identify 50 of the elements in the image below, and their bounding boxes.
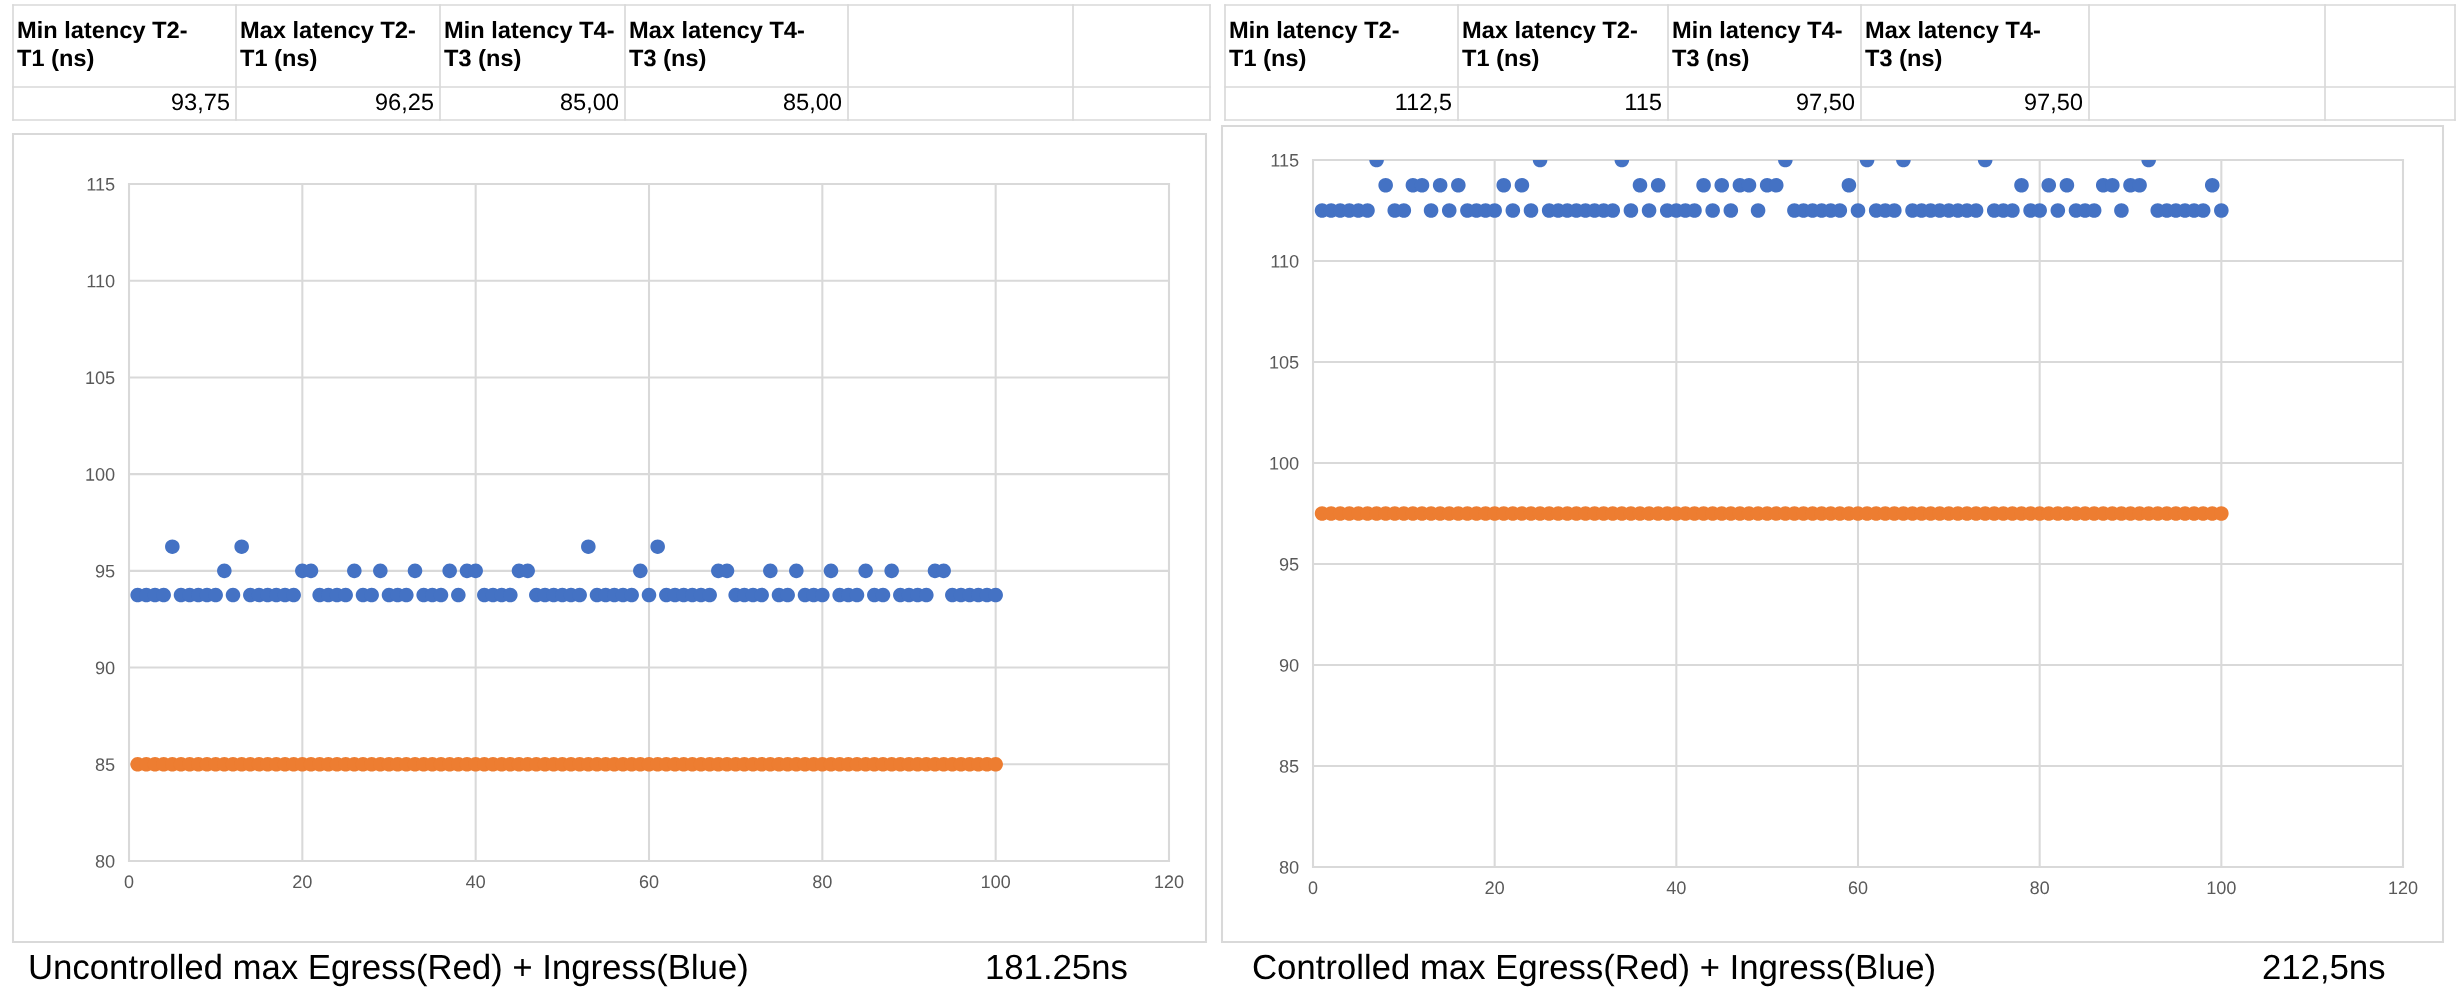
x-tick-label: 60 [639, 875, 659, 889]
x-tick-label: 20 [1485, 881, 1504, 895]
text: 212,5ns [2263, 954, 2385, 984]
text: 93,75 [172, 93, 230, 114]
x-tick-label: 0 [1308, 881, 1318, 895]
y-tick-label: 115 [87, 178, 115, 191]
y-tick-label: 100 [1270, 456, 1299, 470]
text: 97,50 [1797, 93, 1855, 114]
text: 115 [1626, 93, 1662, 111]
x-tick-label: 120 [1155, 875, 1184, 889]
text: 181.25ns [987, 954, 1127, 980]
y-tick-label: 115 [1271, 154, 1299, 167]
text: Max latency T4-T3 (ns) [629, 21, 804, 71]
text: Max latency T4-T3 (ns) [1865, 21, 2040, 71]
y-tick-label: 105 [1270, 355, 1299, 369]
text: 96,25 [376, 93, 434, 114]
text: Controlled max Egress(Red) + Ingress(Blue) [1253, 953, 1934, 987]
y-tick-label: 105 [86, 371, 115, 385]
text: 97,50 [2025, 93, 2083, 114]
y-tick-label: 100 [86, 468, 115, 481]
x-tick-label: 60 [1848, 881, 1868, 895]
y-tick-label: 90 [95, 661, 115, 675]
x-tick-label: 100 [981, 875, 1011, 889]
text: Min latency T4-T3 (ns) [1672, 21, 1842, 71]
text: Max latency T2-T1 (ns) [1462, 21, 1637, 71]
y-tick-label: 85 [95, 758, 115, 772]
text: 112,5 [1396, 93, 1452, 114]
text: Max latency T2-T1 (ns) [240, 21, 415, 71]
y-tick-label: 110 [87, 274, 115, 288]
x-tick-label: 40 [466, 875, 485, 889]
y-tick-label: 80 [1279, 860, 1299, 874]
y-tick-label: 90 [1279, 658, 1299, 672]
text: Uncontrolled max Egress(Red) + Ingress(Blue) [30, 953, 747, 987]
y-tick-label: 95 [1279, 557, 1299, 571]
y-tick-label: 85 [1279, 759, 1299, 773]
text: Min latency T2-T1 (ns) [17, 21, 187, 71]
x-tick-label: 20 [293, 875, 312, 889]
x-tick-label: 80 [813, 875, 832, 889]
x-tick-label: 120 [2389, 881, 2418, 895]
x-tick-label: 40 [1666, 881, 1686, 895]
x-tick-label: 0 [124, 875, 134, 889]
y-tick-label: 80 [95, 854, 115, 868]
x-tick-label: 80 [2030, 881, 2049, 895]
x-tick-label: 100 [2207, 881, 2236, 895]
text: Min latency T4-T3 (ns) [444, 21, 614, 71]
text: Min latency T2-T1 (ns) [1229, 21, 1399, 71]
y-tick-label: 110 [1271, 254, 1299, 268]
text: 85,00 [783, 93, 842, 114]
text: 85,00 [560, 93, 619, 114]
y-tick-label: 95 [95, 564, 115, 578]
